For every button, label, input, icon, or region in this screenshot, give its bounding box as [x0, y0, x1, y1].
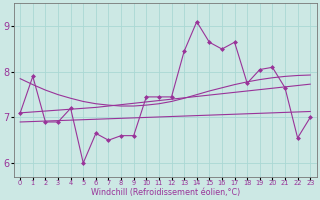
X-axis label: Windchill (Refroidissement éolien,°C): Windchill (Refroidissement éolien,°C) — [91, 188, 240, 197]
